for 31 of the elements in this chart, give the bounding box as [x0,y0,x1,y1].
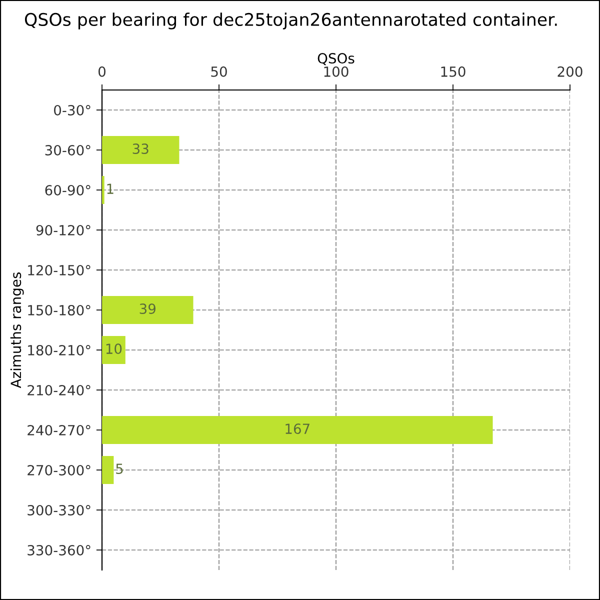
y-axis-title: Azimuths ranges [10,272,24,388]
x-tick-label: 0 [98,66,106,77]
data-label: 10 [106,344,122,354]
bar [102,136,180,164]
data-label: 33 [132,144,148,154]
chart-title: QSOs per bearing for dec25tojan26antennarotated container. [24,12,557,30]
y-tick-label: 90-120° [36,224,90,236]
data-label: 39 [140,304,156,314]
data-label: 167 [286,424,310,434]
y-tick-label: 0-30° [54,104,90,116]
y-tick-label: 150-180° [28,304,90,316]
y-tick-label: 270-300° [28,464,90,476]
y-tick-label: 330-360° [28,544,90,556]
y-tick-label: 120-150° [28,264,90,276]
x-tick-label: 50 [211,66,227,77]
y-tick-label: 210-240° [28,384,90,396]
y-tick-label: 240-270° [28,424,90,436]
data-label: 1 [107,184,114,194]
y-tick-label: 300-330° [28,504,90,516]
x-tick-label: 200 [558,66,582,77]
y-tick-label: 30-60° [45,144,90,156]
bar [102,456,114,484]
y-tick-label: 60-90° [45,184,90,196]
bar [102,416,493,444]
bar [102,336,126,364]
x-axis-title: QSOs [318,53,354,66]
data-label: 5 [116,464,123,474]
y-tick-label: 180-210° [28,344,90,356]
bar [102,296,194,324]
x-tick-label: 100 [324,66,348,77]
x-tick-label: 150 [441,66,466,77]
